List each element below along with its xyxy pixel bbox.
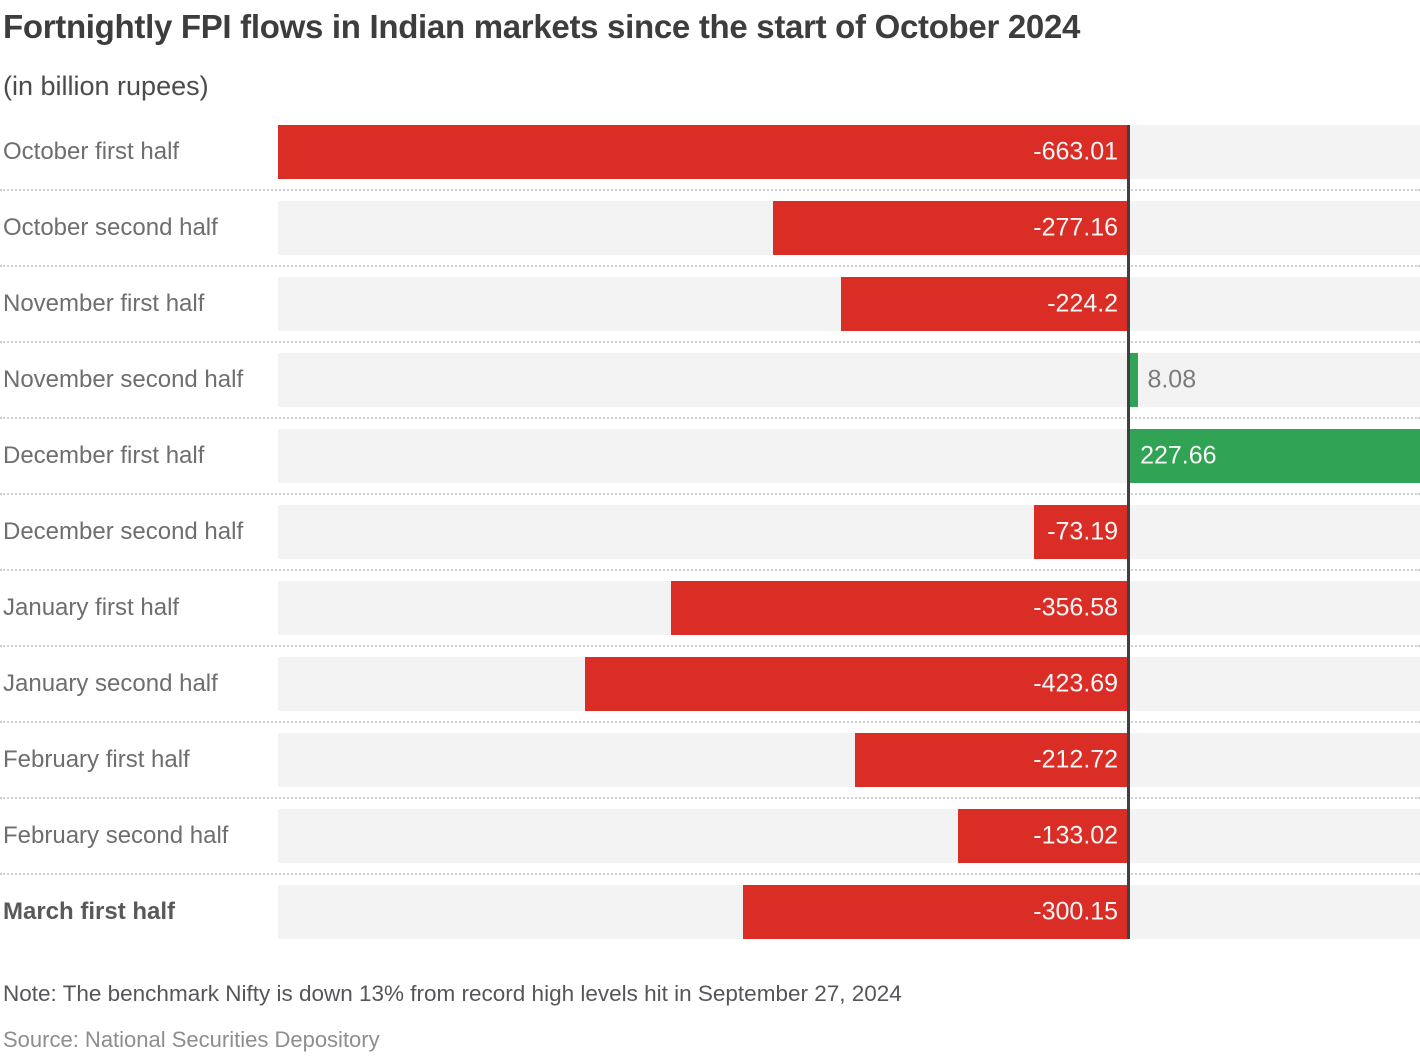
bar-chart: October first half -663.01 October second … [0,115,1420,949]
bar-track: -300.15 [278,885,1420,939]
value-label: -277.16 [1033,213,1119,242]
value-label: -224.2 [1047,289,1119,318]
bar-track: -356.58 [278,581,1420,635]
chart-title: Fortnightly FPI flows in Indian markets … [3,8,1081,45]
chart-footer: Note: The benchmark Nifty is down 13% fr… [0,981,1420,1053]
bar-track: -277.16 [278,201,1420,255]
bar-track: -73.19 [278,505,1420,559]
negative-bar: -423.69 [584,657,1129,711]
bar-track: -224.2 [278,277,1420,331]
value-label: -663.01 [1033,137,1119,166]
bar-track: 8.08 [278,353,1420,407]
chart-row: January first half -356.58 [0,571,1420,647]
chart-row: October first half -663.01 [0,115,1420,191]
negative-bar: -300.15 [743,885,1129,939]
chart-row: December first half 227.66 [0,419,1420,495]
chart-row: March first half -300.15 [0,875,1420,949]
category-label: January first half [3,594,180,621]
value-label: 227.66 [1140,441,1217,470]
category-label: November second half [3,366,244,393]
value-label: -356.58 [1033,593,1119,622]
negative-bar: -356.58 [670,581,1129,635]
negative-bar: -277.16 [772,201,1129,255]
value-label: -423.69 [1033,669,1119,698]
bar-track: -212.72 [278,733,1420,787]
value-label: -73.19 [1047,517,1119,546]
negative-bar: -663.01 [278,125,1129,179]
chart-row: October second half -277.16 [0,191,1420,267]
chart-header: Fortnightly FPI flows in Indian markets … [0,0,1420,102]
chart-subtitle: (in billion rupees) [3,71,209,101]
chart-row: January second half -423.69 [0,647,1420,723]
value-label: 8.08 [1147,365,1197,394]
value-label: -300.15 [1033,897,1119,926]
negative-bar: -224.2 [840,277,1129,331]
category-label: February second half [3,822,229,849]
category-label: January second half [3,670,218,697]
chart-note: Note: The benchmark Nifty is down 13% fr… [3,981,902,1006]
negative-bar: -212.72 [855,733,1129,787]
bar-track: -133.02 [278,809,1420,863]
bar-track: 227.66 [278,429,1420,483]
chart-row: February first half -212.72 [0,723,1420,799]
bar-track: -423.69 [278,657,1420,711]
bar-track: -663.01 [278,125,1420,179]
chart-row: November first half -224.2 [0,267,1420,343]
positive-bar [1128,353,1139,407]
category-label: February first half [3,746,190,773]
chart-row: November second half 8.08 [0,343,1420,419]
chart-source: Source: National Securities Depository [3,1027,380,1052]
category-label: December first half [3,442,205,469]
chart-row: December second half -73.19 [0,495,1420,571]
chart-row: February second half -133.02 [0,799,1420,875]
category-label: March first half [3,898,176,925]
positive-bar: 227.66 [1128,429,1420,483]
category-label: October second half [3,214,218,241]
category-label: December second half [3,518,244,545]
category-label: November first half [3,290,205,317]
category-label: October first half [3,138,180,165]
value-label: -133.02 [1033,821,1119,850]
negative-bar: -133.02 [957,809,1129,863]
negative-bar: -73.19 [1034,505,1129,559]
value-label: -212.72 [1033,745,1119,774]
